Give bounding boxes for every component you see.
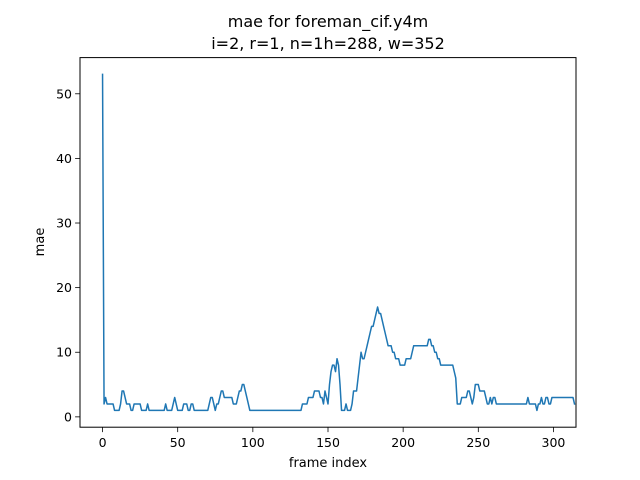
x-axis-label: frame index — [289, 456, 368, 471]
x-tick-label: 50 — [170, 435, 186, 450]
x-tick-label: 300 — [542, 435, 566, 450]
chart-title-line1: mae for foreman_cif.y4m — [228, 12, 428, 32]
y-tick-label: 30 — [56, 216, 72, 231]
y-tick-label: 50 — [56, 86, 72, 101]
series-line-0 — [101, 73, 576, 412]
y-tick-label: 40 — [56, 151, 72, 166]
x-tick-label: 100 — [241, 435, 265, 450]
x-tick-label: 200 — [391, 435, 415, 450]
y-tick-label: 0 — [64, 409, 72, 424]
chart-title-line2: i=2, r=1, n=1h=288, w=352 — [211, 34, 445, 53]
x-tick-label: 150 — [316, 435, 340, 450]
y-axis-label: mae — [33, 228, 48, 257]
y-tick-label: 20 — [56, 280, 72, 295]
x-tick-label: 0 — [99, 435, 107, 450]
y-tick-label: 10 — [56, 345, 72, 360]
x-tick-label: 250 — [466, 435, 490, 450]
